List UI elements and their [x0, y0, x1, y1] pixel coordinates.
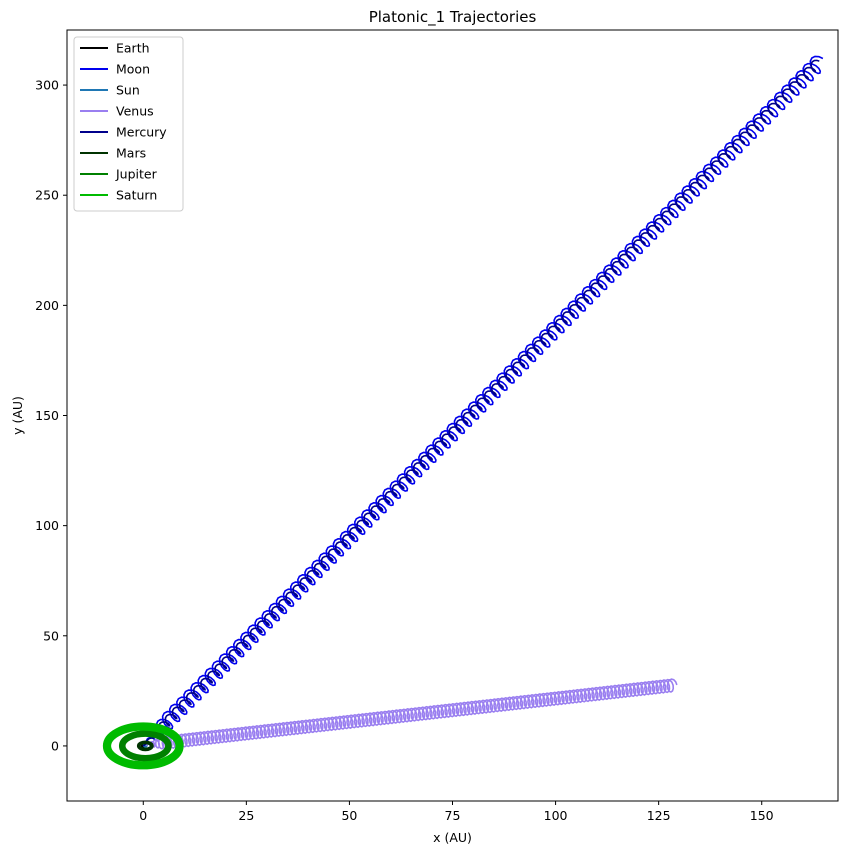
x-tick-label: 100 [544, 808, 568, 823]
series-moon-trajectory [142, 55, 824, 747]
legend-box [73, 36, 184, 212]
legend-label-mars: Mars [116, 146, 146, 161]
legend-label-saturn: Saturn [116, 188, 157, 203]
y-tick-label: 200 [35, 298, 59, 313]
legend-label-sun: Sun [116, 83, 140, 98]
y-tick-label: 250 [35, 188, 59, 203]
y-tick-label: 0 [51, 738, 59, 753]
legend-label-mercury: Mercury [116, 125, 167, 140]
series-mars-orbit [136, 740, 154, 752]
x-tick-label: 75 [445, 808, 461, 823]
legend-label-venus: Venus [116, 104, 154, 119]
x-axis: 0 25 50 75 100 125 150 [139, 801, 774, 823]
series-venus-trajectory [145, 678, 678, 750]
x-tick-label: 0 [139, 808, 147, 823]
chart-title: Platonic_1 Trajectories [369, 8, 537, 27]
series-saturn-orbit [102, 722, 184, 770]
legend-label-moon: Moon [116, 62, 150, 77]
series-jupiter-orbit [118, 730, 172, 762]
x-tick-label: 150 [750, 808, 774, 823]
x-axis-label: x (AU) [433, 830, 472, 845]
y-tick-label: 300 [35, 78, 59, 93]
x-tick-label: 25 [238, 808, 254, 823]
series-mercury-trajectory [142, 59, 820, 747]
legend: Earth Moon Sun Venus Mercury Mars Jupiter Satur… [73, 36, 184, 212]
legend-label-earth: Earth [116, 41, 150, 56]
x-tick-label: 50 [341, 808, 357, 823]
legend-label-jupiter: Jupiter [115, 167, 158, 182]
y-axis-label: y (AU) [10, 396, 25, 435]
y-tick-label: 50 [43, 628, 59, 643]
x-tick-label: 125 [647, 808, 671, 823]
plot-area [102, 55, 824, 770]
y-tick-label: 100 [35, 518, 59, 533]
y-axis: 0 50 100 150 200 250 300 [35, 78, 67, 753]
y-tick-label: 150 [35, 408, 59, 423]
